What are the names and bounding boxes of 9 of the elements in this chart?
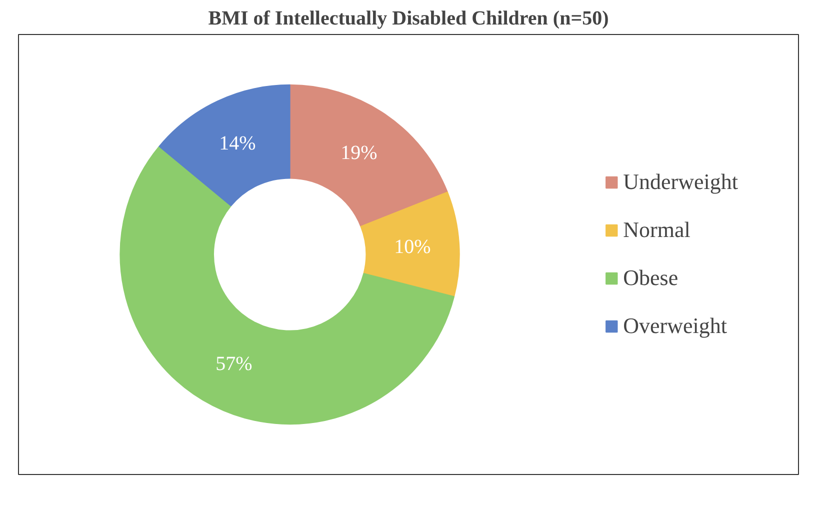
data-label: 10%: [394, 236, 431, 258]
legend-label: Obese: [623, 265, 678, 291]
data-label: 19%: [340, 142, 378, 164]
legend-label: Normal: [623, 217, 690, 243]
legend-label: Underweight: [623, 169, 738, 195]
chart-title: BMI of Intellectually Disabled Children (n=50): [208, 8, 609, 30]
legend-label: Overweight: [623, 313, 727, 339]
data-label: 14%: [219, 132, 256, 154]
data-label: 57%: [216, 352, 252, 375]
